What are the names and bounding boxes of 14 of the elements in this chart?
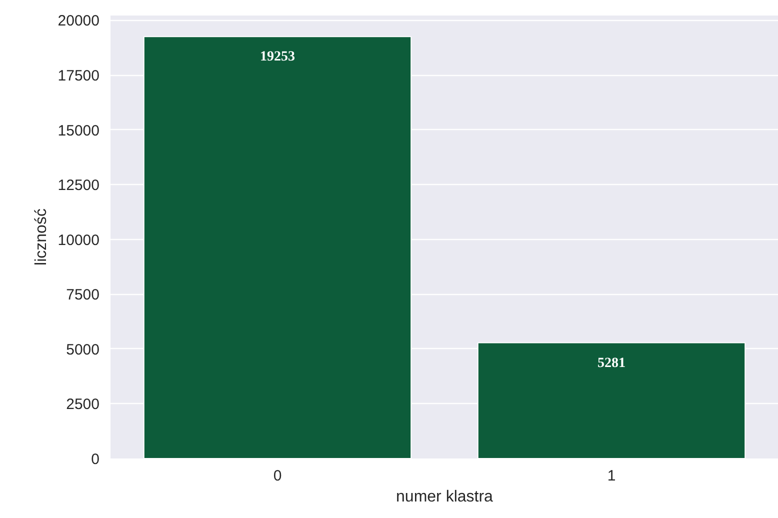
y-tick-label: 12500 [58, 177, 100, 194]
x-tick-label: 1 [607, 468, 616, 484]
y-tick-label: 2500 [66, 396, 100, 414]
y-tick-label: 5000 [66, 341, 100, 358]
data-label: 5281 [598, 356, 626, 371]
y-tick-label: 17500 [58, 68, 100, 85]
y-tick-label: 7500 [66, 286, 100, 304]
y-tick-label: 10000 [58, 232, 100, 249]
x-axis-title: numer klastra [396, 488, 494, 506]
data-label: 19253 [260, 50, 295, 65]
y-tick-label: 20000 [58, 12, 100, 30]
y-tick-label: 15000 [58, 122, 100, 140]
y-tick-label: 0 [91, 451, 100, 468]
y-axis-title: liczność [32, 208, 50, 266]
